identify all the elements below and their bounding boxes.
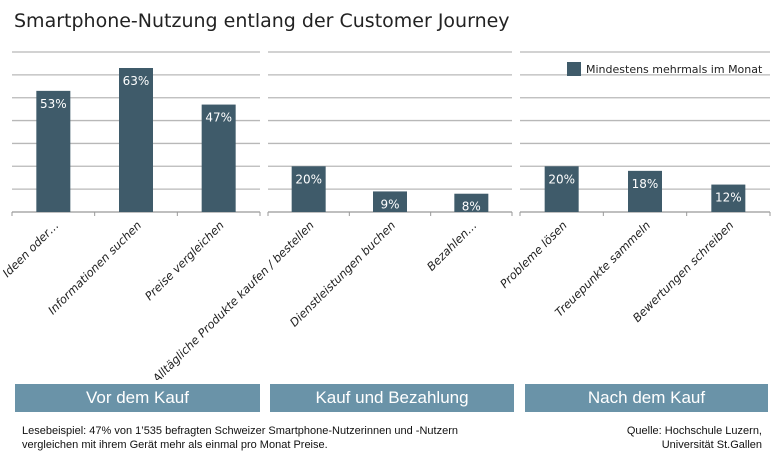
source-line-1: Quelle: Hochschule Luzern, — [626, 425, 762, 437]
legend-swatch — [567, 62, 581, 76]
data-label: 47% — [205, 111, 232, 125]
data-label: 12% — [715, 191, 742, 205]
data-label: 8% — [462, 200, 481, 214]
source-line-2: Universität St.Gallen — [661, 439, 762, 451]
data-label: 20% — [548, 172, 575, 186]
reading-example: Lesebeispiel: 47% von 1’535 befragten Sc… — [22, 424, 458, 452]
data-label: 53% — [40, 97, 67, 111]
data-label: 9% — [380, 197, 399, 211]
bar — [119, 68, 153, 212]
bar — [36, 90, 71, 212]
category-label: Informationen suchen — [45, 218, 144, 317]
data-label: 18% — [632, 177, 659, 191]
bar — [544, 166, 579, 212]
category-label: Ideen oder… — [0, 218, 61, 280]
data-label: 20% — [295, 172, 322, 186]
bar — [711, 184, 746, 212]
chart-title: Smartphone-Nutzung entlang der Customer … — [14, 10, 510, 32]
note-line-2: vergleichen mit ihrem Gerät mehr als ein… — [22, 439, 328, 451]
bar-chart: 53% Ideen oder… 63% Informationen suchen 47%… — [0, 51, 771, 380]
group-band-nach-dem-kauf: Nach dem Kauf — [525, 384, 768, 412]
category-label: Alltägliche Produkte kaufen / bestellen — [149, 218, 317, 380]
bar — [291, 166, 326, 212]
bar — [201, 104, 236, 212]
bar — [373, 191, 407, 212]
category-label: Treuepunkte sammeln — [552, 218, 653, 319]
bar — [454, 193, 489, 212]
category-label: Probleme lösen — [497, 218, 570, 291]
group-band-vor-dem-kauf: Vor dem Kauf — [15, 384, 260, 412]
source: Quelle: Hochschule Luzern, Universität S… — [627, 424, 762, 452]
category-label: Preise vergleichen — [142, 218, 227, 303]
group-band-kauf-und-bezahlung: Kauf und Bezahlung — [270, 384, 514, 412]
category-label: Bezahlen… — [424, 218, 479, 273]
note-line-1: Lesebeispiel: 47% von 1’535 befragten Sc… — [22, 425, 458, 437]
bar — [628, 170, 662, 212]
data-label: 63% — [123, 74, 150, 88]
legend-label: Mindestens mehrmals im Monat — [586, 63, 763, 76]
